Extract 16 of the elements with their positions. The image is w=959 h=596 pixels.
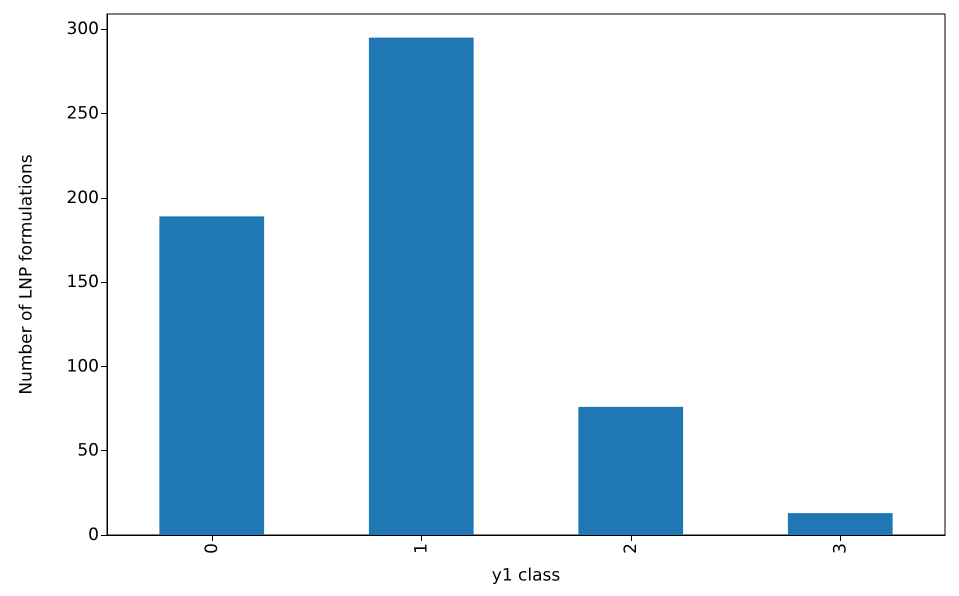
y-tick-label: 300	[66, 19, 99, 40]
y-tick-label: 100	[66, 356, 99, 376]
bar	[788, 513, 893, 535]
x-tick-label: 1	[411, 543, 432, 554]
x-tick-label: 0	[202, 543, 222, 554]
y-tick-label: 250	[66, 103, 99, 124]
x-tick-label: 2	[620, 543, 641, 554]
x-axis-title: y1 class	[492, 566, 560, 586]
x-tick-label: 3	[830, 543, 850, 554]
bar	[159, 216, 264, 535]
y-tick-label: 150	[66, 272, 99, 292]
y-axis-title: Number of LNP formulations	[16, 154, 36, 395]
bar	[368, 38, 474, 535]
y-tick-label: 200	[66, 188, 99, 208]
y-tick-label: 50	[77, 440, 99, 461]
bar	[578, 406, 684, 535]
